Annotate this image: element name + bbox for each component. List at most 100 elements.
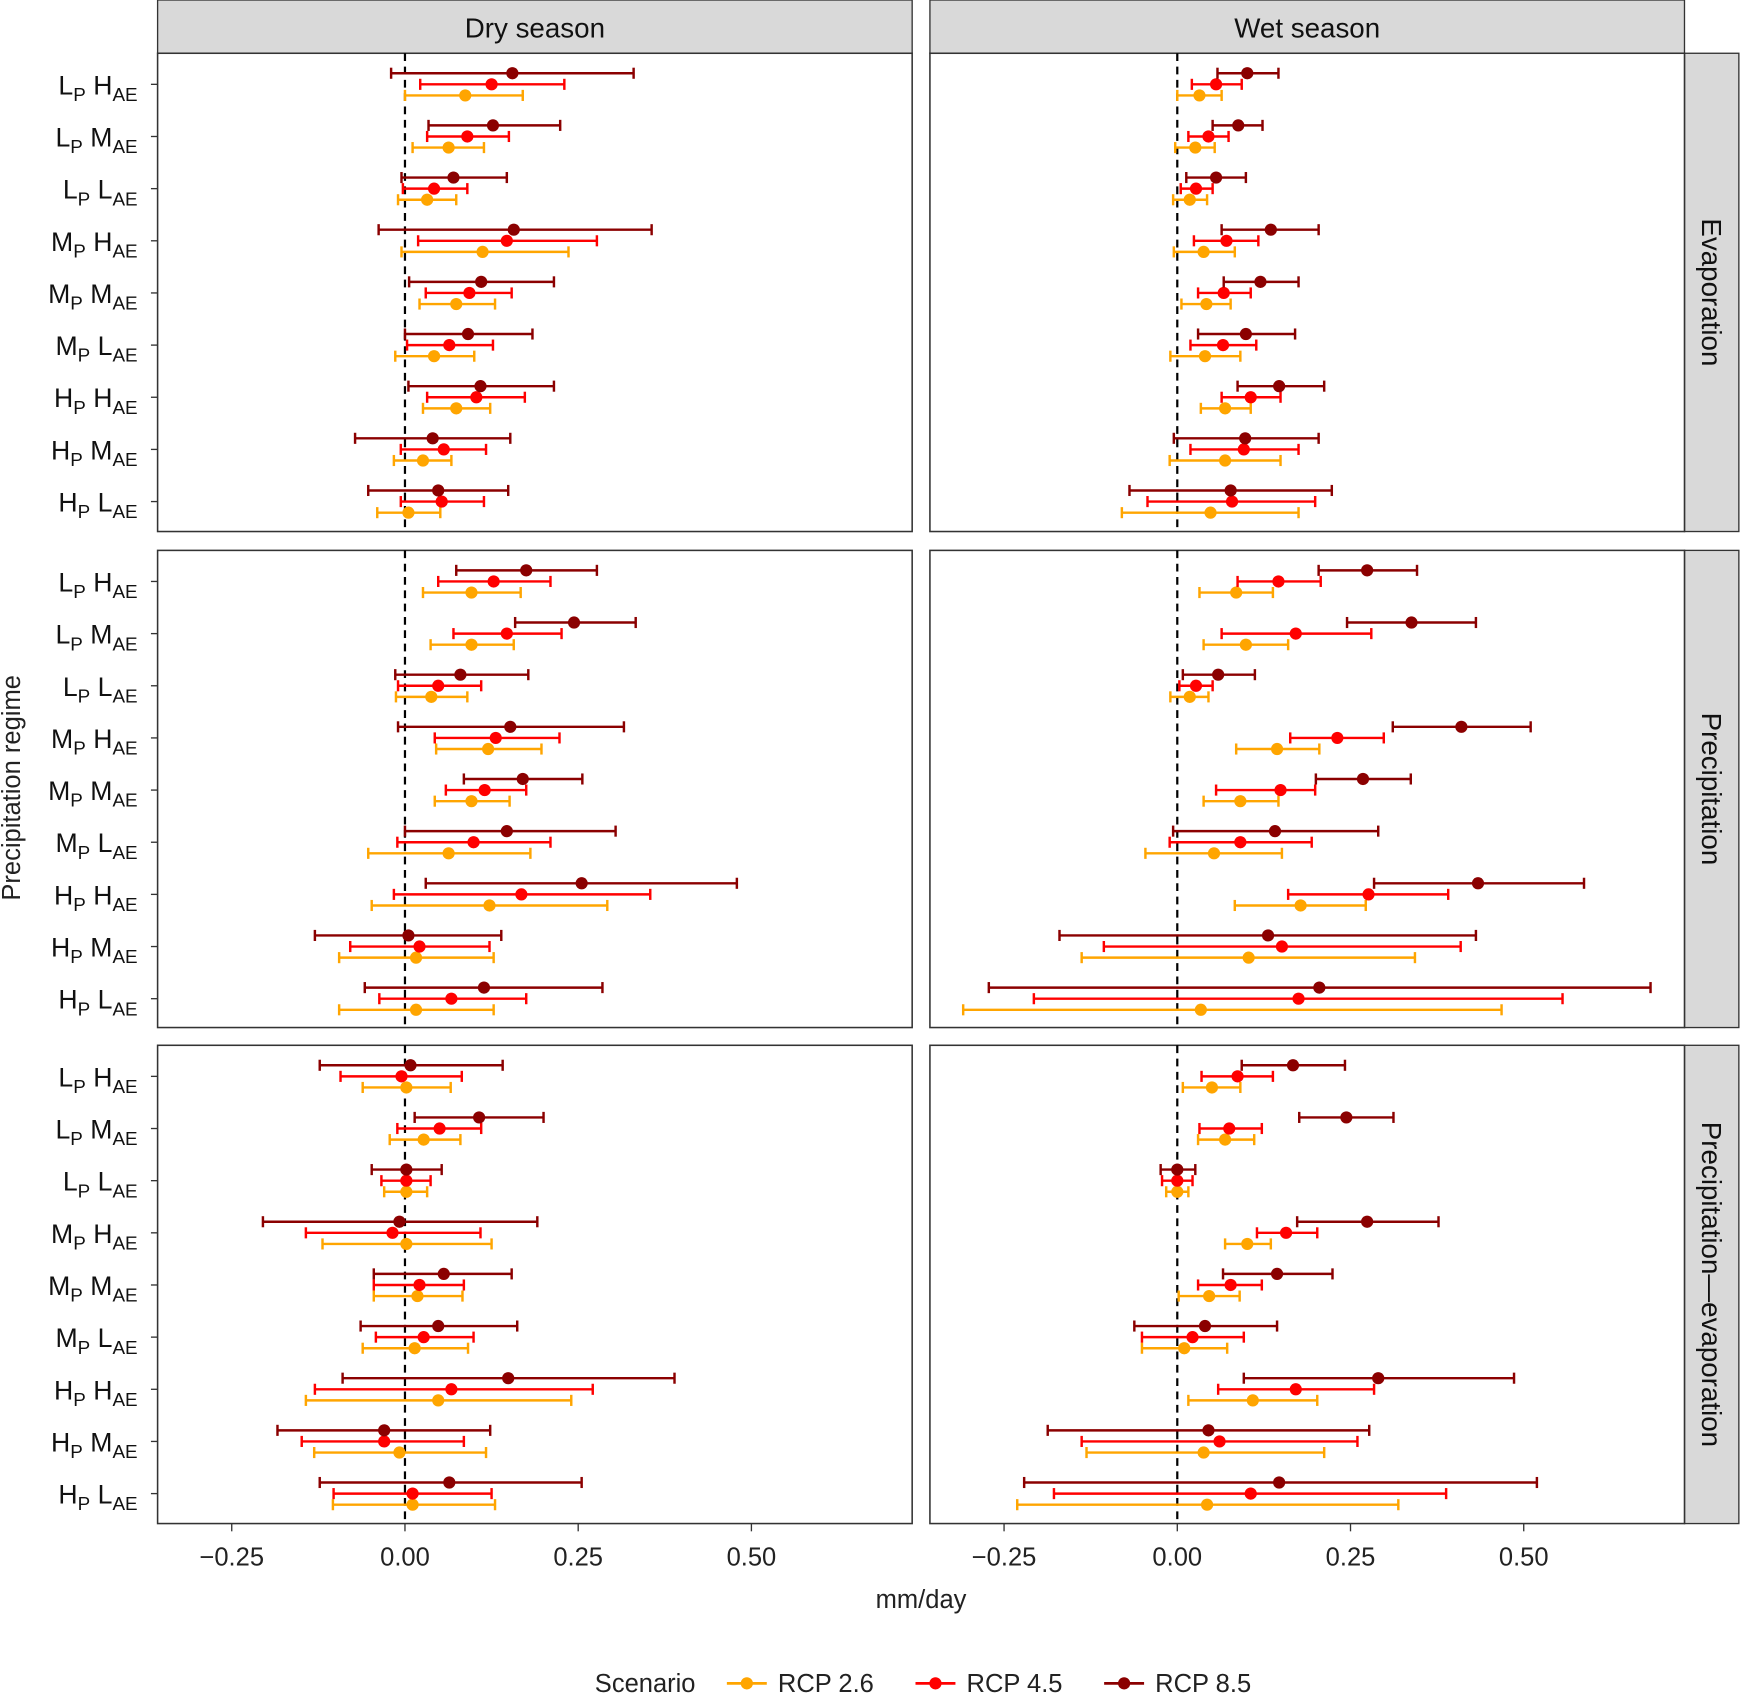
error-bar-rcp45: [339, 1070, 464, 1083]
category-label: MP HAE: [51, 724, 138, 759]
mean-point: [408, 1342, 421, 1355]
error-bar-rcp85: [513, 616, 637, 629]
category-label: LP HAE: [58, 70, 137, 105]
mean-point: [421, 193, 434, 206]
error-bar-rcp45: [396, 1122, 483, 1135]
category-label-part: P: [70, 1128, 83, 1149]
category-label: MP MAE: [48, 1271, 138, 1306]
mean-point: [470, 391, 483, 404]
mean-point: [1231, 1070, 1244, 1083]
error-bar-rcp45: [1102, 940, 1462, 953]
error-bar-rcp45: [1236, 575, 1322, 588]
column-strip: [929, 0, 1686, 54]
category-label-part: M: [55, 828, 77, 858]
panel-frame: [929, 52, 1686, 533]
error-bar-rcp45: [1160, 1174, 1194, 1187]
error-bar-rcp85: [1240, 1059, 1347, 1072]
error-bar-rcp45: [1216, 1383, 1376, 1396]
category-label-part: H: [54, 1375, 73, 1405]
error-bar-rcp85: [1058, 929, 1478, 942]
category-label: MP LAE: [55, 1323, 137, 1358]
legend-item: RCP 8.5: [1104, 1670, 1251, 1695]
category-label-part: P: [78, 1337, 91, 1358]
category-label-part: P: [73, 894, 86, 915]
error-bar-rcp26: [1080, 951, 1417, 964]
error-bar-rcp45: [452, 627, 563, 640]
category-label-part: M: [83, 933, 113, 963]
error-bar-rcp85: [987, 981, 1652, 994]
category-label: HP MAE: [51, 435, 138, 470]
error-bar-rcp85: [389, 67, 635, 80]
error-bar-rcp45: [300, 1435, 466, 1448]
mean-point: [1202, 130, 1215, 143]
category-label: MP HAE: [51, 1219, 138, 1254]
mean-point: [1241, 1237, 1254, 1251]
error-bar-rcp85: [1242, 1372, 1516, 1385]
legend-item: RCP 4.5: [915, 1670, 1063, 1695]
category-label-part: P: [70, 946, 83, 967]
category-label-part: H: [86, 1062, 113, 1092]
category-label-part: AE: [112, 501, 137, 522]
x-tick-label: −0.25: [199, 1544, 264, 1572]
category-label-part: H: [58, 488, 77, 518]
mean-point: [426, 432, 439, 445]
mean-point: [1189, 182, 1203, 195]
mean-point: [443, 1476, 456, 1489]
mean-point: [1209, 78, 1223, 91]
mean-point: [1313, 981, 1326, 994]
mean-point: [1224, 1278, 1237, 1292]
category-label-part: M: [48, 1271, 70, 1301]
category-label-part: M: [83, 776, 113, 806]
error-bar-rcp85: [1314, 772, 1413, 786]
error-bar-rcp45: [1200, 1070, 1275, 1083]
error-bar-rcp26: [1199, 402, 1252, 415]
x-tick-label: 0.50: [1499, 1544, 1549, 1572]
error-bar-rcp45: [425, 130, 511, 143]
category-label-part: M: [83, 1427, 113, 1457]
category-label: LP LAE: [63, 175, 138, 210]
mean-point: [445, 992, 458, 1005]
category-label-part: AE: [112, 581, 137, 602]
mean-point: [461, 327, 475, 341]
category-label-part: P: [70, 1285, 83, 1306]
mean-point: [411, 1289, 424, 1303]
panel-frame: [156, 52, 913, 533]
category-label-part: H: [86, 227, 113, 257]
category-label-part: AE: [112, 1232, 137, 1253]
mean-point: [502, 1372, 515, 1385]
mean-point: [378, 1435, 391, 1448]
mean-point: [1261, 929, 1275, 942]
category-label-part: AE: [112, 345, 137, 366]
category-label-part: L: [63, 1167, 78, 1197]
x-tick-label: −0.25: [972, 1544, 1037, 1572]
error-bar-rcp85: [363, 981, 604, 994]
category-label-part: H: [54, 383, 73, 413]
legend-label: RCP 8.5: [1155, 1670, 1251, 1695]
mean-point: [1289, 627, 1302, 640]
category-label-part: H: [58, 985, 77, 1015]
mean-point: [454, 668, 467, 681]
error-bar-rcp26: [1181, 1081, 1242, 1094]
mean-point: [1362, 888, 1375, 901]
error-bar-rcp85: [403, 327, 534, 341]
error-bar-rcp85: [427, 119, 562, 132]
mean-point: [1218, 1133, 1232, 1146]
x-tick-label: 0.25: [1326, 1544, 1376, 1572]
mean-point: [1275, 940, 1289, 953]
error-bar-rcp85: [407, 275, 556, 288]
row-strip-label: Precipitation: [1696, 713, 1727, 866]
category-label-part: H: [86, 1375, 113, 1405]
error-bar-rcp45: [418, 78, 566, 91]
error-bar-rcp85: [377, 223, 653, 236]
error-bar-rcp45: [1052, 1487, 1448, 1500]
mean-point: [1189, 679, 1203, 692]
category-label-part: H: [86, 383, 113, 413]
panel-frame: [929, 1044, 1686, 1525]
row-strip: [1683, 549, 1740, 1029]
mean-point: [1237, 443, 1250, 456]
error-bar-rcp26: [421, 402, 492, 415]
error-bar-rcp85: [1159, 1163, 1197, 1176]
error-bar-rcp26: [433, 795, 511, 808]
error-bar-rcp45: [437, 575, 552, 588]
category-label-part: L: [63, 175, 78, 205]
